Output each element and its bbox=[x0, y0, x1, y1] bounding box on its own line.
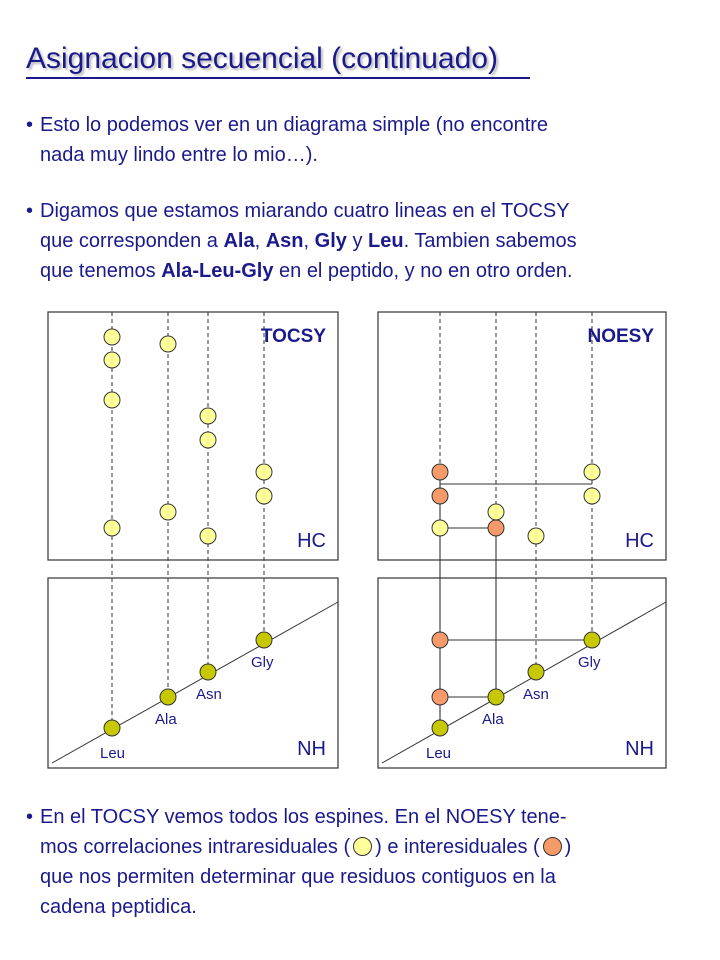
noesy-leu-nh-peak bbox=[431, 719, 449, 737]
noesy-hc-label: HC bbox=[625, 530, 654, 552]
tocsy-ala-peak bbox=[159, 335, 177, 353]
paragraph-3-text: ) bbox=[564, 836, 572, 858]
noesy-asn-label: Asn bbox=[523, 686, 549, 703]
separator: y bbox=[346, 230, 369, 252]
paragraph-2-line-2: que corresponden a Ala, Asn, Gly y Leu. … bbox=[40, 226, 698, 256]
paragraph-2-line-3: que tenemos Ala-Leu-Gly en el peptido, y… bbox=[40, 256, 698, 286]
paragraph-1-line-1: Esto lo podemos ver en un diagrama simpl… bbox=[40, 114, 549, 136]
tocsy-ala-label: Ala bbox=[155, 711, 177, 728]
noesy-gly-nh-peak bbox=[583, 631, 601, 649]
residue-gly: Gly bbox=[314, 230, 347, 252]
residue-asn: Asn bbox=[265, 230, 304, 252]
noesy-inter-nh-peak bbox=[431, 631, 449, 649]
bullet-icon: • bbox=[26, 200, 34, 222]
noesy-ala-label: Ala bbox=[482, 711, 504, 728]
tocsy-hc-box bbox=[47, 311, 339, 561]
paragraph-2-line-1: Digamos que estamos miarando cuatro line… bbox=[40, 200, 570, 222]
noesy-asn-nh-peak bbox=[527, 663, 545, 681]
noesy-nh-box bbox=[377, 577, 667, 769]
noesy-ala-nh-peak bbox=[487, 688, 505, 706]
separator: , bbox=[303, 230, 315, 252]
noesy-inter-peak bbox=[431, 463, 449, 481]
tocsy-asn-peak bbox=[199, 431, 217, 449]
tocsy-gly-nh-peak bbox=[255, 631, 273, 649]
noesy-panel: NOESY HC NH Leu Ala Asn Gly bbox=[377, 311, 667, 769]
tocsy-asn-nh-peak bbox=[199, 663, 217, 681]
noesy-inter-peak bbox=[487, 519, 505, 537]
tocsy-leu-peak bbox=[103, 328, 121, 346]
residue-ala: Ala bbox=[223, 230, 255, 252]
noesy-title: NOESY bbox=[587, 326, 654, 347]
noesy-intra-peak bbox=[583, 487, 601, 505]
inter-peak-legend-icon bbox=[542, 837, 562, 856]
noesy-inter-peak bbox=[431, 487, 449, 505]
paragraph-3: • En el TOCSY vemos todos los espines. E… bbox=[26, 802, 698, 922]
noesy-nh-label: NH bbox=[625, 738, 654, 760]
sequence-label: Ala-Leu-Gly bbox=[161, 260, 274, 282]
intra-peak-legend-icon bbox=[353, 837, 373, 856]
bullet-icon: • bbox=[26, 114, 34, 136]
tocsy-nh-label: NH bbox=[297, 738, 326, 760]
residue-leu: Leu bbox=[368, 230, 404, 252]
tocsy-panel: TOCSY HC NH Leu Ala Asn Gly bbox=[47, 311, 339, 769]
tocsy-leu-peak bbox=[103, 391, 121, 409]
noesy-intra-peak bbox=[431, 519, 449, 537]
tocsy-ala-peak bbox=[159, 503, 177, 521]
tocsy-hc-label: HC bbox=[297, 530, 326, 552]
paragraph-2: • Digamos que estamos miarando cuatro li… bbox=[26, 196, 698, 286]
tocsy-asn-label: Asn bbox=[196, 686, 222, 703]
tocsy-leu-label: Leu bbox=[100, 745, 125, 762]
paragraph-3-text: mos correlaciones intraresiduales ( bbox=[40, 836, 351, 858]
tocsy-gly-peak bbox=[255, 463, 273, 481]
paragraph-2-text: en el peptido, y no en otro orden. bbox=[273, 260, 573, 282]
tocsy-leu-nh-peak bbox=[103, 719, 121, 737]
noesy-intra-peak bbox=[583, 463, 601, 481]
paragraph-3-text: ) e interesiduales ( bbox=[375, 836, 540, 858]
tocsy-leu-peak bbox=[103, 351, 121, 369]
noesy-leu-label: Leu bbox=[426, 745, 451, 762]
tocsy-ala-nh-peak bbox=[159, 688, 177, 706]
bullet-icon: • bbox=[26, 806, 34, 828]
tocsy-leu-peak bbox=[103, 519, 121, 537]
paragraph-3-line-1: En el TOCSY vemos todos los espines. En … bbox=[40, 806, 567, 828]
tocsy-asn-peak bbox=[199, 527, 217, 545]
paragraph-2-text: . Tambien sabemos bbox=[403, 230, 577, 252]
title-underline bbox=[26, 77, 530, 79]
noesy-intra-peak bbox=[527, 527, 545, 545]
separator: , bbox=[254, 230, 266, 252]
paragraph-1-line-2: nada muy lindo entre lo mio…). bbox=[40, 144, 318, 166]
tocsy-title: TOCSY bbox=[261, 326, 326, 347]
paragraph-3-line-3: que nos permiten determinar que residuos… bbox=[40, 866, 556, 888]
tocsy-nh-box bbox=[47, 577, 339, 769]
paragraph-1: • Esto lo podemos ver en un diagrama sim… bbox=[26, 110, 698, 170]
noesy-inter-nh-peak bbox=[431, 688, 449, 706]
tocsy-gly-label: Gly bbox=[251, 654, 274, 671]
noesy-intra-peak bbox=[487, 503, 505, 521]
paragraph-3-line-4: cadena peptidica. bbox=[40, 896, 197, 918]
paragraph-3-line-2: mos correlaciones intraresiduales ( ) e i… bbox=[40, 832, 698, 862]
tocsy-gly-peak bbox=[255, 487, 273, 505]
paragraph-2-text: que tenemos bbox=[40, 260, 162, 282]
noesy-gly-label: Gly bbox=[578, 654, 601, 671]
noesy-hc-box bbox=[377, 311, 667, 561]
paragraph-2-text: que corresponden a bbox=[40, 230, 224, 252]
page-title: Asignacion secuencial (continuado) bbox=[26, 42, 498, 75]
tocsy-diagonal bbox=[51, 601, 339, 764]
tocsy-asn-peak bbox=[199, 407, 217, 425]
noesy-diagonal bbox=[381, 601, 667, 764]
